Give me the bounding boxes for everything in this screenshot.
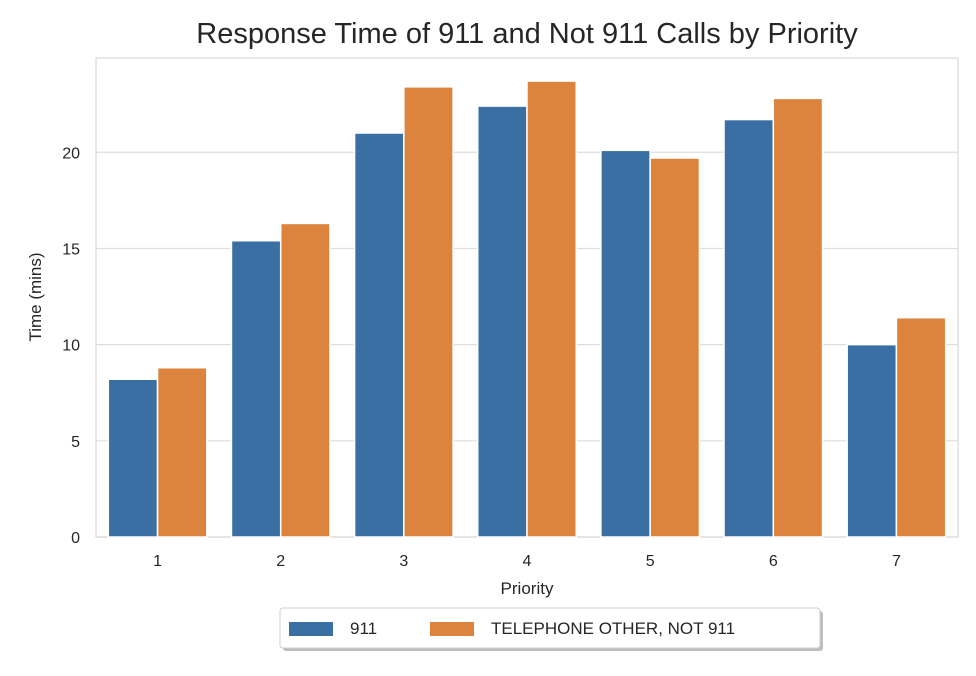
bar-not-911-priority-4 — [526, 80, 578, 538]
bar-not-911-priority-3 — [403, 86, 454, 538]
chart-title: Response Time of 911 and Not 911 Calls b… — [196, 18, 858, 50]
legend-label-911: 911 — [350, 619, 377, 638]
legend-swatch-not-911 — [430, 622, 474, 636]
bar-not-911-priority-7 — [895, 316, 947, 538]
x-axis-ticks: 1 2 3 4 5 6 7 — [153, 553, 901, 570]
bar-911-priority-3 — [353, 132, 405, 538]
bar-911-priority-6 — [723, 118, 775, 538]
bar-not-911-priority-2 — [279, 222, 331, 538]
bar-911-priority-2 — [230, 240, 282, 538]
bar-not-911-priority-6 — [772, 97, 824, 538]
y-tick-label-0: 0 — [71, 530, 80, 547]
bars — [107, 80, 947, 538]
y-tick-label-5: 5 — [71, 434, 80, 451]
y-tick-label-15: 15 — [62, 241, 80, 258]
bar-not-911-priority-1 — [156, 366, 208, 538]
x-tick-label-3: 3 — [399, 553, 408, 570]
legend-box — [279, 607, 821, 649]
legend-swatch-911 — [289, 622, 333, 636]
legend: 911 TELEPHONE OTHER, NOT 911 — [279, 607, 823, 651]
x-tick-label-2: 2 — [276, 553, 285, 570]
y-tick-label-10: 10 — [62, 338, 80, 355]
y-axis-label: Time (mins) — [26, 252, 45, 341]
bar-911-priority-5 — [600, 149, 651, 538]
x-axis-label: Priority — [501, 579, 554, 598]
x-tick-label-5: 5 — [646, 553, 655, 570]
y-tick-label-20: 20 — [62, 145, 80, 162]
x-tick-label-1: 1 — [153, 553, 162, 570]
x-tick-label-6: 6 — [769, 553, 778, 570]
x-tick-label-4: 4 — [523, 553, 532, 570]
bar-911-priority-7 — [846, 343, 898, 538]
bar-911-priority-4 — [476, 105, 528, 538]
y-axis-ticks: 0 5 10 15 20 — [62, 145, 80, 547]
legend-label-not-911: TELEPHONE OTHER, NOT 911 — [491, 619, 735, 638]
bar-911-priority-1 — [107, 378, 159, 538]
x-tick-label-7: 7 — [892, 553, 901, 570]
bar-not-911-priority-5 — [649, 157, 701, 538]
